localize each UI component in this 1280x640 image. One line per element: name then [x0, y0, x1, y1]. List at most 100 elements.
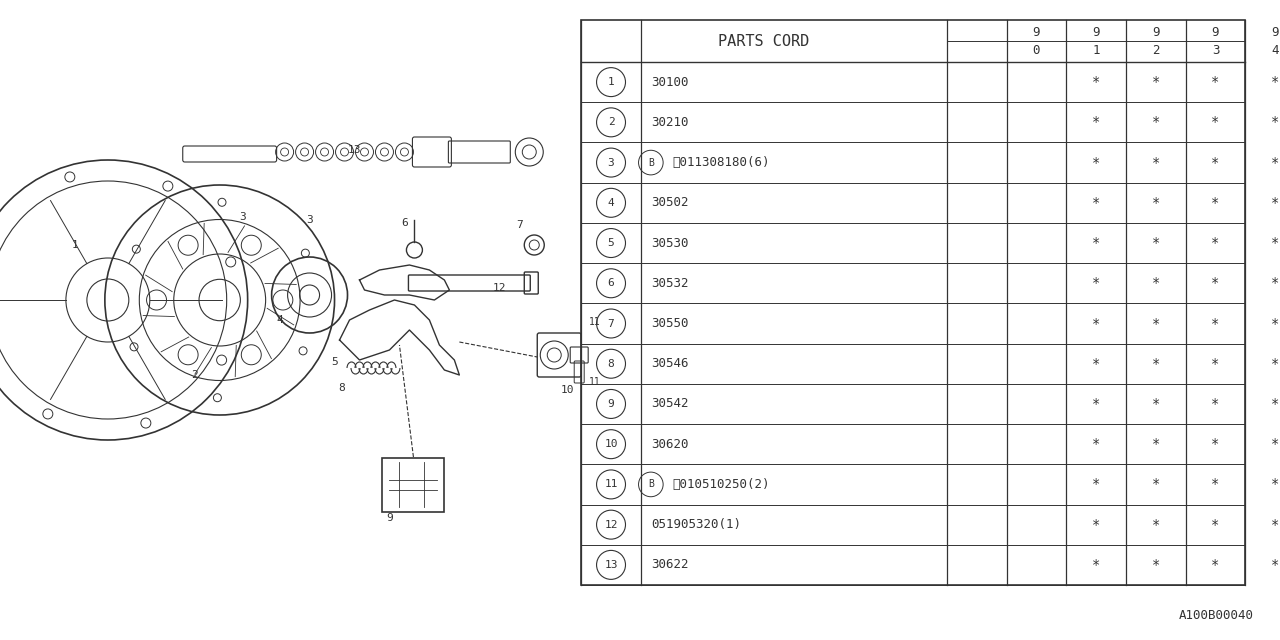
Text: B: B: [648, 479, 654, 490]
Text: 30530: 30530: [650, 237, 689, 250]
Text: 4: 4: [1271, 44, 1279, 57]
Text: 9: 9: [1152, 26, 1160, 39]
Text: 1: 1: [72, 240, 78, 250]
Text: 30550: 30550: [650, 317, 689, 330]
Text: *: *: [1271, 75, 1279, 89]
Text: *: *: [1092, 356, 1101, 371]
Text: *: *: [1271, 317, 1279, 330]
Text: 10: 10: [561, 385, 573, 395]
Text: 5: 5: [608, 238, 614, 248]
Text: *: *: [1211, 477, 1220, 492]
Text: 13: 13: [604, 560, 618, 570]
Text: *: *: [1271, 397, 1279, 411]
Text: PARTS CORD: PARTS CORD: [718, 33, 810, 49]
Text: *: *: [1211, 196, 1220, 210]
Text: *: *: [1211, 75, 1220, 89]
Text: *: *: [1271, 356, 1279, 371]
Text: A100B00040: A100B00040: [1179, 609, 1253, 622]
Text: 12: 12: [604, 520, 618, 530]
Text: *: *: [1211, 356, 1220, 371]
Text: 11: 11: [604, 479, 618, 490]
Text: *: *: [1092, 437, 1101, 451]
Text: 5: 5: [332, 357, 338, 367]
Text: *: *: [1152, 196, 1160, 210]
Text: *: *: [1152, 477, 1160, 492]
Text: *: *: [1152, 115, 1160, 129]
Text: *: *: [1152, 558, 1160, 572]
Text: *: *: [1271, 236, 1279, 250]
Text: 3: 3: [608, 157, 614, 168]
Text: *: *: [1211, 437, 1220, 451]
Text: *: *: [1271, 558, 1279, 572]
Text: 7: 7: [608, 319, 614, 328]
Text: *: *: [1211, 397, 1220, 411]
Text: *: *: [1152, 276, 1160, 291]
Text: *: *: [1152, 75, 1160, 89]
Text: 2: 2: [608, 117, 614, 127]
Text: *: *: [1152, 236, 1160, 250]
Text: *: *: [1092, 276, 1101, 291]
Text: *: *: [1271, 477, 1279, 492]
Text: *: *: [1092, 397, 1101, 411]
Text: *: *: [1092, 317, 1101, 330]
Text: *: *: [1211, 156, 1220, 170]
Text: 051905320(1): 051905320(1): [650, 518, 741, 531]
Text: *: *: [1211, 317, 1220, 330]
Text: *: *: [1092, 518, 1101, 532]
Text: 1: 1: [608, 77, 614, 87]
Text: 30100: 30100: [650, 76, 689, 88]
Text: *: *: [1092, 75, 1101, 89]
Text: 2: 2: [1152, 44, 1160, 57]
Text: *: *: [1271, 518, 1279, 532]
Text: *: *: [1092, 236, 1101, 250]
Text: 0: 0: [1033, 44, 1041, 57]
Text: *: *: [1092, 196, 1101, 210]
Text: 30546: 30546: [650, 357, 689, 370]
Text: 8: 8: [338, 383, 344, 393]
Text: 30502: 30502: [650, 196, 689, 209]
Text: 9: 9: [1271, 26, 1279, 39]
Bar: [581, 20, 1245, 585]
Text: *: *: [1271, 115, 1279, 129]
Text: 6: 6: [608, 278, 614, 288]
Text: *: *: [1211, 518, 1220, 532]
Text: 11: 11: [589, 377, 600, 387]
Text: B: B: [648, 157, 654, 168]
Text: 13: 13: [348, 145, 361, 155]
Text: *: *: [1152, 356, 1160, 371]
Text: 8: 8: [608, 359, 614, 369]
Text: *: *: [1092, 477, 1101, 492]
Text: *: *: [1271, 437, 1279, 451]
Text: *: *: [1152, 397, 1160, 411]
Text: *: *: [1152, 518, 1160, 532]
Text: 11: 11: [589, 317, 600, 327]
Text: 9: 9: [1092, 26, 1100, 39]
Text: *: *: [1211, 236, 1220, 250]
Text: *: *: [1152, 317, 1160, 330]
Text: 30532: 30532: [650, 276, 689, 290]
Text: ​010510250(2): ​010510250(2): [672, 478, 769, 491]
Text: 7: 7: [516, 220, 522, 230]
Text: 30620: 30620: [650, 438, 689, 451]
Text: 9: 9: [1033, 26, 1041, 39]
Text: 9: 9: [1212, 26, 1220, 39]
Text: *: *: [1271, 196, 1279, 210]
Text: *: *: [1152, 156, 1160, 170]
Text: 30210: 30210: [650, 116, 689, 129]
Text: *: *: [1211, 115, 1220, 129]
Text: *: *: [1152, 437, 1160, 451]
Text: 9: 9: [387, 513, 393, 523]
Text: *: *: [1092, 558, 1101, 572]
Text: 3: 3: [306, 215, 312, 225]
Text: 9: 9: [608, 399, 614, 409]
Text: *: *: [1092, 115, 1101, 129]
Text: *: *: [1271, 276, 1279, 291]
Text: *: *: [1092, 156, 1101, 170]
Text: 4: 4: [276, 315, 283, 325]
Text: 1: 1: [1092, 44, 1100, 57]
Text: 4: 4: [608, 198, 614, 208]
Text: *: *: [1211, 558, 1220, 572]
Text: *: *: [1271, 156, 1279, 170]
Text: ​011308180(6): ​011308180(6): [672, 156, 769, 169]
Text: 10: 10: [604, 439, 618, 449]
